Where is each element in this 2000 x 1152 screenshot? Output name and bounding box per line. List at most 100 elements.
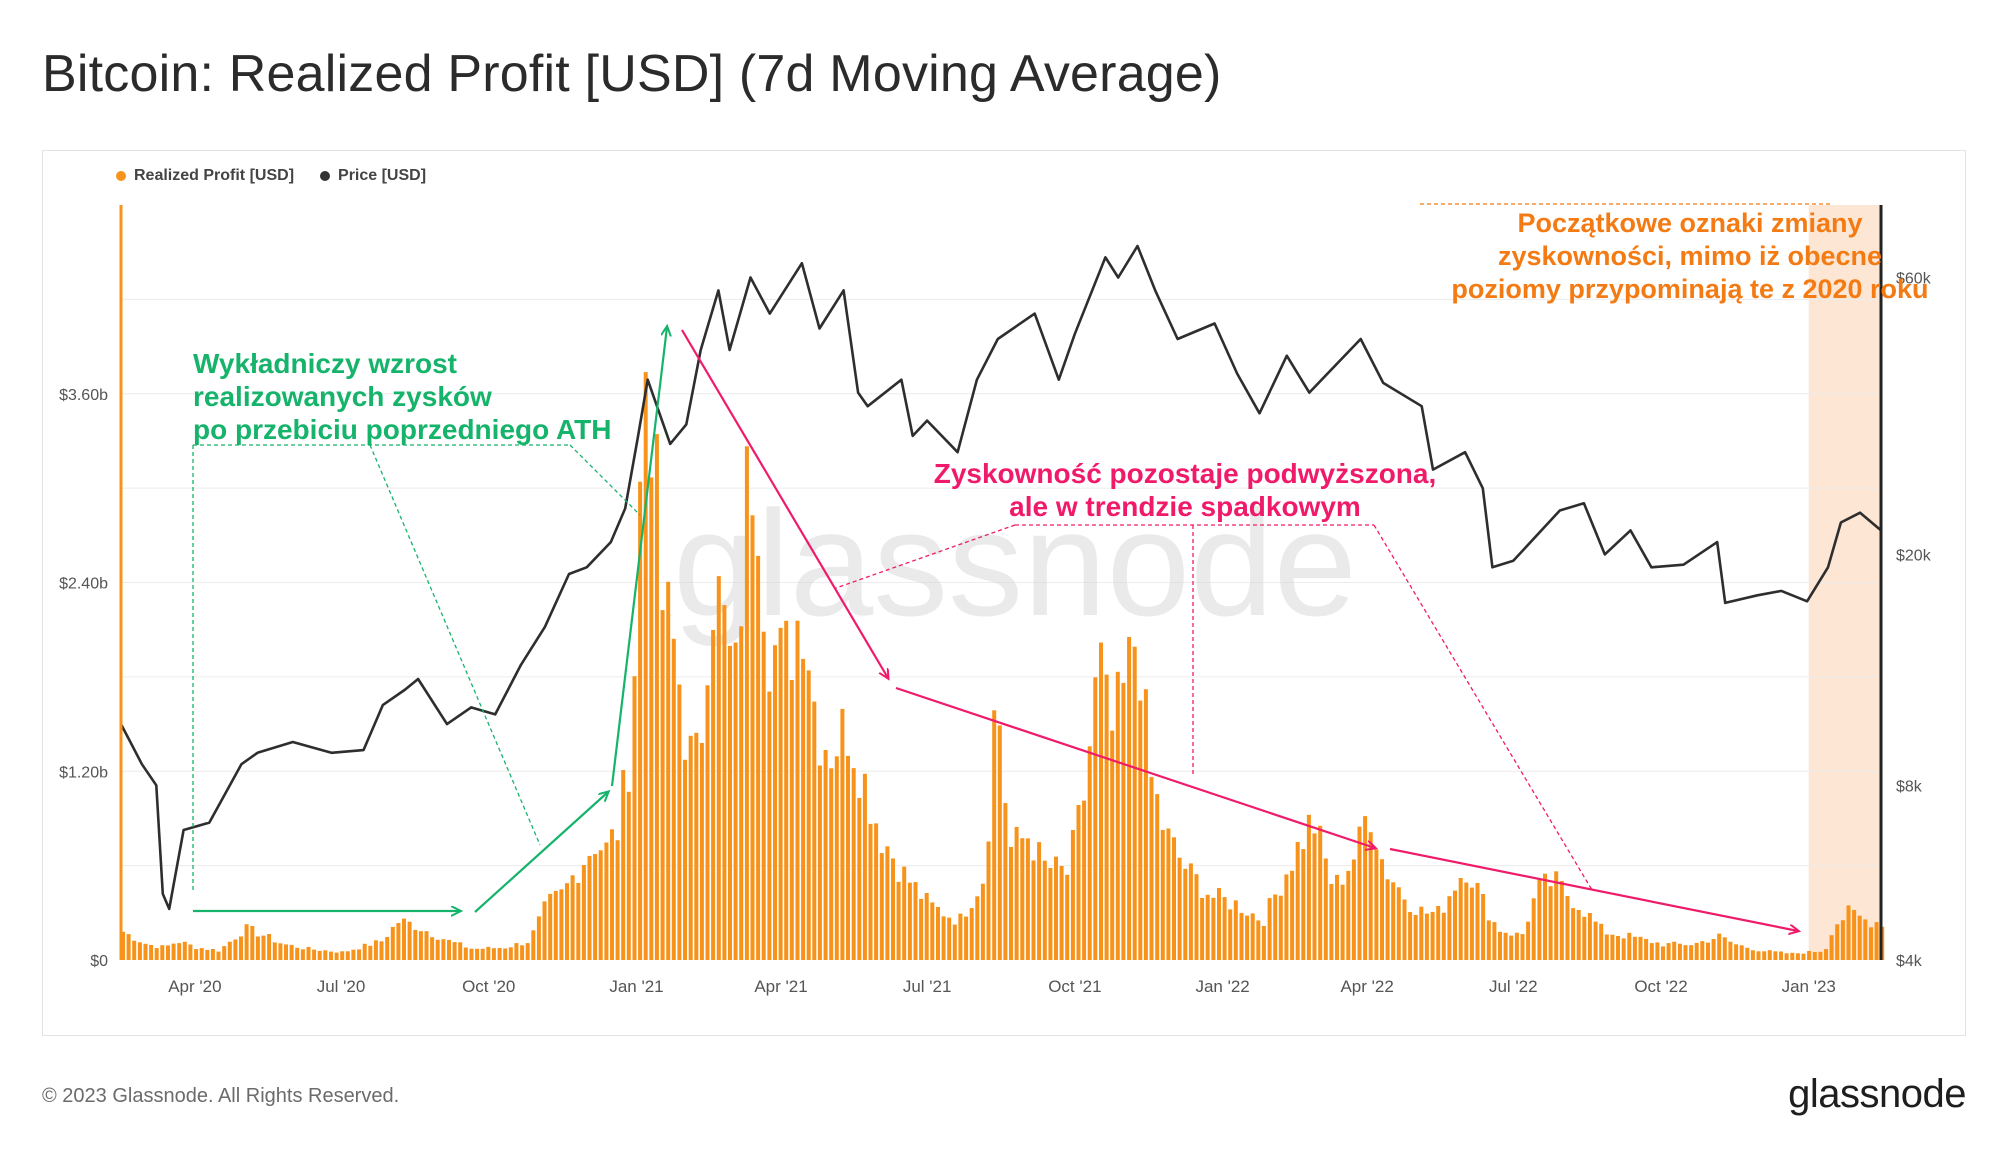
profit-bar xyxy=(1700,941,1705,960)
profit-bar xyxy=(1318,825,1323,960)
profit-bar xyxy=(1149,777,1154,960)
right-axis-ticks: $4k $8k $20k $60k xyxy=(1896,271,1932,970)
x-tick-label: Oct '21 xyxy=(1048,977,1101,996)
profit-bar xyxy=(278,943,283,960)
profit-bar xyxy=(430,937,435,960)
profit-bar xyxy=(289,944,294,960)
x-tick-label: Oct '20 xyxy=(462,977,515,996)
profit-bar xyxy=(1543,873,1547,960)
profit-bar xyxy=(1514,932,1519,960)
left-tick-label: $0 xyxy=(90,953,108,970)
profit-bar xyxy=(958,913,963,960)
right-tick-label: $8k xyxy=(1896,778,1923,795)
profit-bar xyxy=(744,446,749,960)
profit-bar xyxy=(205,949,210,960)
profit-bar xyxy=(491,948,496,960)
left-tick-label: $1.20b xyxy=(59,764,108,781)
profit-bar xyxy=(1093,677,1098,960)
profit-bar xyxy=(857,797,862,960)
profit-bar xyxy=(1374,849,1379,960)
profit-bar xyxy=(1795,953,1800,960)
profit-bar xyxy=(924,893,929,960)
profit-bar xyxy=(1413,915,1418,960)
profit-bar xyxy=(1048,868,1053,960)
profit-bar xyxy=(1177,857,1182,960)
profit-bar xyxy=(1846,905,1851,960)
profit-bar xyxy=(1790,952,1795,960)
profit-bar xyxy=(1745,947,1750,960)
profit-bar xyxy=(362,943,367,960)
legend-label-price: Price [USD] xyxy=(338,167,427,184)
profit-bar xyxy=(1812,952,1817,960)
legend-label-realized-profit: Realized Profit [USD] xyxy=(134,167,295,184)
profit-bar xyxy=(1857,915,1862,960)
profit-bar xyxy=(795,620,800,960)
profit-bar xyxy=(1250,913,1255,960)
profit-bar xyxy=(733,642,738,960)
profit-bar xyxy=(1306,814,1311,960)
chart-legend: Realized Profit [USD] Price [USD] xyxy=(116,167,426,185)
profit-bar xyxy=(1385,879,1390,960)
profit-bar xyxy=(1239,912,1244,960)
x-tick-label: Jul '22 xyxy=(1489,977,1538,996)
profit-bar xyxy=(284,944,288,960)
profit-bar xyxy=(913,882,918,960)
profit-bar xyxy=(896,881,901,960)
profit-bar xyxy=(975,896,980,960)
profit-bar xyxy=(660,610,665,960)
profit-bar xyxy=(1554,871,1559,960)
profit-bar xyxy=(969,908,974,960)
profit-bar xyxy=(936,907,940,960)
profit-bar xyxy=(1526,921,1531,960)
profit-bar xyxy=(1273,894,1278,960)
profit-bar xyxy=(1295,842,1300,960)
profit-bar xyxy=(508,947,513,960)
profit-bar xyxy=(171,943,176,960)
annotation-green-line: realizowanych zysków xyxy=(193,381,492,412)
x-tick-label: Jul '21 xyxy=(903,977,952,996)
profit-bar xyxy=(705,685,710,960)
profit-bar xyxy=(1503,932,1508,960)
profit-bar xyxy=(593,854,598,960)
profit-bar xyxy=(1104,674,1109,960)
profit-bar xyxy=(1233,900,1238,960)
legend-item-price[interactable]: Price [USD] xyxy=(320,167,426,185)
profit-bar xyxy=(1706,942,1710,960)
profit-bar xyxy=(1430,911,1435,960)
profit-bar xyxy=(1694,942,1699,960)
profit-bar xyxy=(649,477,654,960)
legend-dot-orange xyxy=(116,171,126,181)
profit-bar xyxy=(1571,908,1576,960)
profit-bar xyxy=(1627,932,1632,960)
profit-bar xyxy=(261,935,266,960)
pink-dashed-guide xyxy=(1373,524,1593,891)
profit-bar xyxy=(952,924,957,960)
profit-bar xyxy=(1436,906,1441,960)
x-tick-label: Jan '22 xyxy=(1195,977,1249,996)
profit-bar xyxy=(587,855,592,960)
legend-item-realized-profit[interactable]: Realized Profit [USD] xyxy=(116,167,294,185)
profit-bar xyxy=(143,943,148,960)
profit-bar xyxy=(1531,898,1536,960)
profit-bar xyxy=(1717,933,1722,960)
pink-dashed-guide xyxy=(835,524,1016,589)
profit-bar xyxy=(1070,830,1075,960)
profit-bar xyxy=(1391,882,1396,960)
profit-bar xyxy=(919,898,924,960)
profit-bar xyxy=(1509,935,1514,960)
profit-bar xyxy=(1689,945,1694,960)
profit-bar xyxy=(239,936,243,960)
profit-bar xyxy=(1222,897,1227,960)
profit-bar xyxy=(1009,847,1013,960)
profit-bar xyxy=(817,765,822,960)
profit-bar xyxy=(868,823,873,960)
profit-bar xyxy=(722,605,727,960)
profit-bar xyxy=(621,770,626,960)
profit-bar xyxy=(373,940,378,960)
profit-bar xyxy=(1739,945,1744,960)
annotation-orange-line: zyskowności, mimo iż obecne xyxy=(1498,241,1882,271)
profit-bar xyxy=(1408,912,1413,960)
profit-bar xyxy=(610,829,614,960)
profit-bar xyxy=(385,937,390,960)
